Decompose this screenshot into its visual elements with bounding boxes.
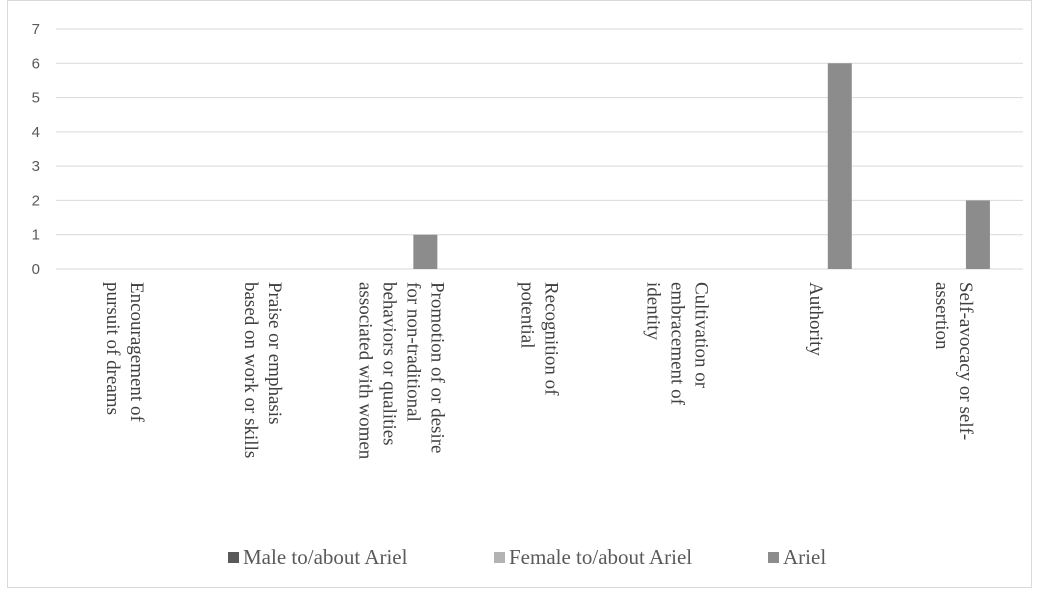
y-tick-label: 2 [32, 192, 40, 209]
category-label-line: Self-avocacy or self- [955, 282, 976, 440]
legend-label: Female to/about Ariel [509, 545, 692, 569]
category-label: Authority [805, 282, 826, 356]
category-label-line: behaviors or qualities [378, 282, 399, 446]
legend-label: Ariel [783, 545, 826, 569]
bars [413, 63, 990, 270]
y-tick-label: 7 [32, 21, 40, 38]
legend: Male to/about Ariel Female to/about Ariel… [228, 545, 826, 569]
category-label-line: for non-traditional [402, 282, 423, 422]
category-label-line: Encouragement of [126, 282, 147, 422]
legend-item: Ariel [768, 545, 826, 569]
category-label-line: Recognition of [541, 282, 562, 396]
gridlines [56, 28, 1023, 270]
category-label-line: associated with women [354, 282, 375, 460]
y-tick-label: 1 [32, 227, 40, 244]
y-tick-label: 6 [32, 55, 40, 72]
category-label-line: potential [517, 282, 538, 348]
y-tick-label: 4 [32, 124, 40, 141]
category-label-line: Promotion of or desire [426, 282, 447, 454]
legend-label: Male to/about Ariel [243, 545, 408, 569]
category-label-line: Cultivation or [691, 282, 712, 389]
category-label-line: Praise or emphasis [264, 282, 285, 424]
category-label-line: Authority [805, 282, 826, 356]
bar-ariel [827, 63, 852, 270]
legend-swatch [228, 552, 239, 563]
y-tick-label: 3 [32, 158, 40, 175]
legend-swatch [494, 552, 505, 563]
y-tick-label: 5 [32, 90, 40, 107]
category-label: Self-avocacy or self-assertion [931, 282, 976, 440]
legend-swatch [768, 552, 779, 563]
category-label-line: identity [643, 282, 664, 341]
category-label-line: pursuit of dreams [102, 282, 123, 415]
y-tick-label: 0 [32, 261, 40, 278]
category-label-line: embracement of [667, 282, 688, 406]
legend-item: Male to/about Ariel [228, 545, 408, 569]
category-label-line: assertion [931, 282, 952, 350]
bar-ariel [413, 234, 438, 269]
y-axis-ticks: 0 1 2 3 4 5 6 7 [32, 21, 40, 278]
category-label-line: based on work or skills [240, 282, 261, 458]
legend-item: Female to/about Ariel [494, 545, 692, 569]
bar-ariel [965, 200, 990, 269]
